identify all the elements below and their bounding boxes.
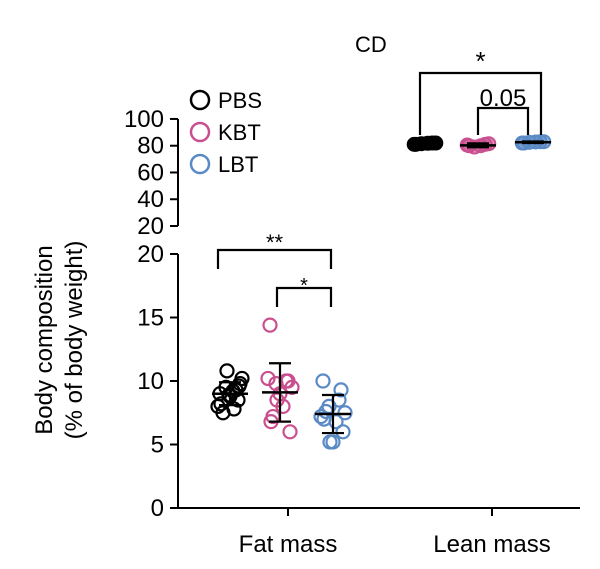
legend-marker-pbs (189, 89, 211, 111)
sig-lean-pbs-lbt-bracket (418, 71, 543, 135)
legend-marker-kbt (189, 121, 211, 143)
legend-label-pbs: PBS (218, 88, 262, 113)
sig-fat-pbs-lbt-bracket (216, 248, 333, 269)
data-point-fat-lbt (313, 408, 329, 425)
upper-y-tick-label: 60 (137, 159, 164, 186)
data-point-fat-lbt (315, 373, 331, 389)
data-point-fat-lbt (333, 382, 349, 398)
upper-y-tick-label: 100 (124, 106, 164, 133)
lower-y-tick-label: 15 (137, 305, 164, 332)
sig-lean-pbs-lbt-label: * (475, 46, 485, 76)
upper-y-tick-label: 80 (137, 133, 164, 160)
y-axis-label-line2: (% of body weight) (61, 241, 88, 440)
data-point-fat-kbt (262, 317, 278, 333)
upper-y-tick-label: 40 (137, 186, 164, 213)
legend-marker-lbt (189, 153, 211, 175)
lower-y-tick-label: 20 (137, 241, 164, 268)
data-point-fat-lbt (316, 411, 332, 427)
data-point-fat-kbt (260, 370, 276, 387)
data-point-fat-pbs (213, 396, 229, 412)
data-point-fat-pbs (219, 363, 235, 379)
lower-y-tick-label: 0 (151, 495, 164, 522)
sig-lean-kbt-lbt-label: 0.05 (480, 85, 527, 112)
upper-y-tick-label: 20 (137, 213, 164, 240)
legend-label-kbt: KBT (218, 120, 261, 145)
data-point-fat-lbt (322, 434, 338, 450)
data-point-fat-pbs (226, 401, 242, 417)
data-point-fat-lbt (335, 424, 351, 440)
x-tick-fat-mass: Fat mass (239, 531, 338, 558)
chart-title: CD (355, 32, 387, 57)
sig-fat-kbt-lbt-bracket (275, 286, 333, 307)
lower-y-tick-label: 10 (137, 368, 164, 395)
sig-fat-pbs-lbt-label: ** (266, 230, 284, 255)
data-point-fat-lbt (337, 405, 353, 421)
legend-label-lbt: LBT (218, 152, 258, 177)
sig-fat-kbt-lbt-label: * (300, 275, 308, 297)
sig-lean-kbt-lbt-bracket (476, 106, 530, 135)
y-axis-label-line1: Body composition (31, 245, 58, 434)
x-tick-lean-mass: Lean mass (433, 531, 550, 558)
data-point-fat-kbt (282, 424, 298, 440)
lower-y-tick-label: 5 (151, 432, 164, 459)
